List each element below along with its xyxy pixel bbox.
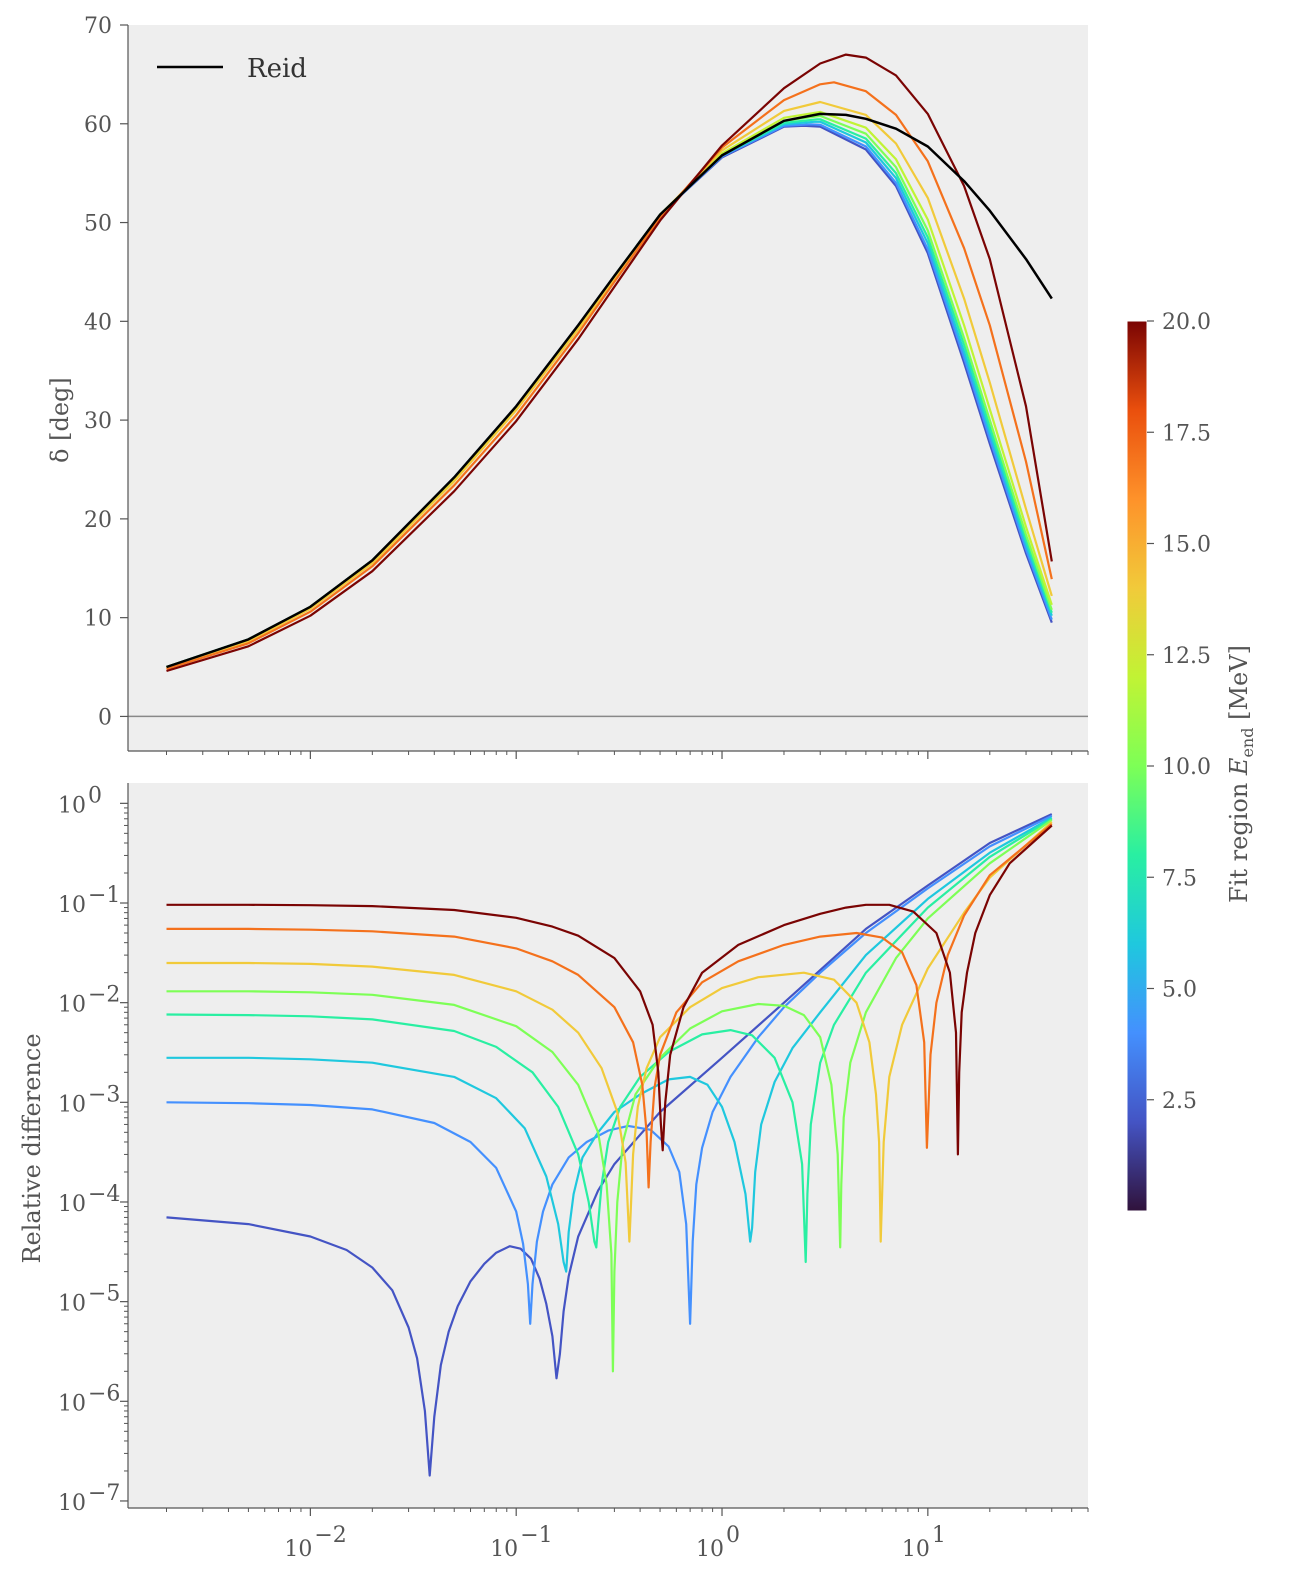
bottom-y-axis-label: Relative difference: [18, 1033, 46, 1263]
colorbar-tick-label: 7.5: [1162, 866, 1197, 891]
colorbar-label-text: Fit region: [1225, 775, 1253, 903]
y-tick-label: 10: [58, 793, 86, 818]
y-tick-label: 10: [84, 607, 112, 632]
x-tick-exponent: −2: [314, 1523, 346, 1548]
colorbar-tick-label: 20.0: [1162, 310, 1211, 335]
colorbar-tick-label: 2.5: [1162, 1089, 1197, 1114]
y-tick-label: 20: [84, 508, 112, 533]
x-tick-label: 10: [902, 1537, 930, 1562]
top-plot-area: [128, 25, 1088, 751]
colorbar-tick-label: 5.0: [1162, 978, 1197, 1003]
y-tick-label: 10: [58, 993, 86, 1018]
phase-shift-panel: 0 10 20 30 40 50 60 70 δ [deg] Reid: [46, 14, 1089, 759]
y-tick-exponent: −7: [88, 1481, 120, 1506]
top-y-axis-label: δ [deg]: [46, 377, 74, 463]
top-axes: 0 10 20 30 40 50 60 70: [84, 14, 1089, 759]
relative-difference-panel: 10−710−610−510−410−310−210−110 010−210−11…: [18, 783, 1089, 1562]
legend: Reid: [157, 54, 307, 84]
x-tick-label: 10: [490, 1537, 518, 1562]
y-tick-label: 10: [58, 1292, 86, 1317]
phase-shift-line-fit-14: [166, 100, 1053, 670]
colorbar-label-subscript: end: [1238, 728, 1257, 758]
y-tick-label: 10: [58, 1092, 86, 1117]
y-tick-label: 0: [98, 705, 112, 730]
y-tick-exponent: −2: [88, 983, 120, 1008]
y-tick-label: 50: [84, 212, 112, 237]
colorbar-tick-label: 10.0: [1162, 755, 1211, 780]
colorbar-tick-label: 12.5: [1162, 644, 1211, 669]
x-tick-label: 10: [284, 1537, 312, 1562]
y-tick-label: 40: [84, 310, 112, 335]
x-tick-exponent: 1: [932, 1523, 946, 1548]
colorbar-label-symbol: E: [1225, 757, 1253, 776]
y-tick-exponent: 0: [88, 783, 102, 808]
relative-difference-line-fit-14: [166, 821, 1053, 1243]
colorbar-ticks: 2.5 5.0 7.5 10.0 12.5 15.0 17.5 20.0: [1147, 310, 1211, 1114]
colorbar-label: Fit region Eend [MeV]: [1225, 645, 1257, 903]
colorbar-tick-label: 15.0: [1162, 533, 1211, 558]
x-tick-exponent: −1: [520, 1523, 552, 1548]
colorbar-label-unit: [MeV]: [1225, 645, 1253, 727]
relative-difference-line-fit-4: [166, 814, 1053, 1325]
colorbar: 2.5 5.0 7.5 10.0 12.5 15.0 17.5 20.0 Fit region…: [1126, 310, 1257, 1212]
y-tick-exponent: −4: [88, 1182, 120, 1207]
x-tick-exponent: 0: [726, 1523, 740, 1548]
bottom-series-group: [166, 813, 1053, 1477]
y-tick-label: 10: [58, 1391, 86, 1416]
colorbar-gradient: [1126, 320, 1148, 1212]
colorbar-tick-label: 17.5: [1162, 421, 1211, 446]
y-tick-exponent: −3: [88, 1082, 120, 1107]
y-tick-label: 10: [58, 1192, 86, 1217]
legend-entry-reid: Reid: [247, 54, 307, 84]
x-tick-label: 10: [696, 1537, 724, 1562]
relative-difference-line-fit-20: [166, 824, 1053, 1156]
top-series-group: [166, 53, 1053, 673]
y-tick-exponent: −1: [88, 883, 120, 908]
reid-reference-line: [166, 112, 1053, 669]
y-tick-label: 60: [84, 113, 112, 138]
y-tick-label: 10: [58, 1491, 86, 1516]
relative-difference-line-fit-10: [166, 819, 1053, 1373]
y-tick-label: 10: [58, 893, 86, 918]
y-tick-exponent: −5: [88, 1282, 120, 1307]
y-tick-exponent: −6: [88, 1381, 120, 1406]
phase-shift-line-fit-17: [166, 81, 1053, 671]
bottom-axes: 10−710−610−510−410−310−210−110 010−210−11…: [58, 783, 1089, 1562]
y-tick-label: 30: [84, 409, 112, 434]
y-tick-label: 70: [84, 14, 112, 39]
